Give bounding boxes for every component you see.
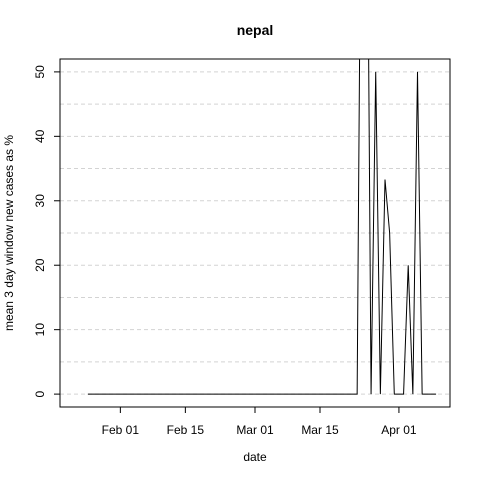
y-tick-label: 50 bbox=[33, 65, 47, 79]
x-tick-label: Mar 01 bbox=[236, 423, 274, 437]
y-tick-label: 10 bbox=[33, 323, 47, 337]
y-tick-label: 40 bbox=[33, 129, 47, 143]
x-tick-label: Apr 01 bbox=[381, 423, 417, 437]
x-tick-label: Feb 15 bbox=[167, 423, 205, 437]
x-tick-label: Feb 01 bbox=[102, 423, 140, 437]
y-tick-label: 30 bbox=[33, 194, 47, 208]
y-axis-label: mean 3 day window new cases as % bbox=[2, 135, 16, 331]
chart-title: nepal bbox=[237, 22, 274, 38]
x-tick-label: Mar 15 bbox=[301, 423, 339, 437]
x-axis: Feb 01 Feb 15 Mar 01 Mar 15 Apr 01 bbox=[102, 407, 417, 437]
y-tick-label: 20 bbox=[33, 258, 47, 272]
grid-lines bbox=[60, 71, 450, 395]
series-line bbox=[87, 59, 437, 395]
x-axis-label: date bbox=[243, 450, 267, 464]
y-tick-label: 0 bbox=[33, 390, 47, 397]
y-axis: 0 10 20 30 40 50 bbox=[33, 65, 60, 397]
